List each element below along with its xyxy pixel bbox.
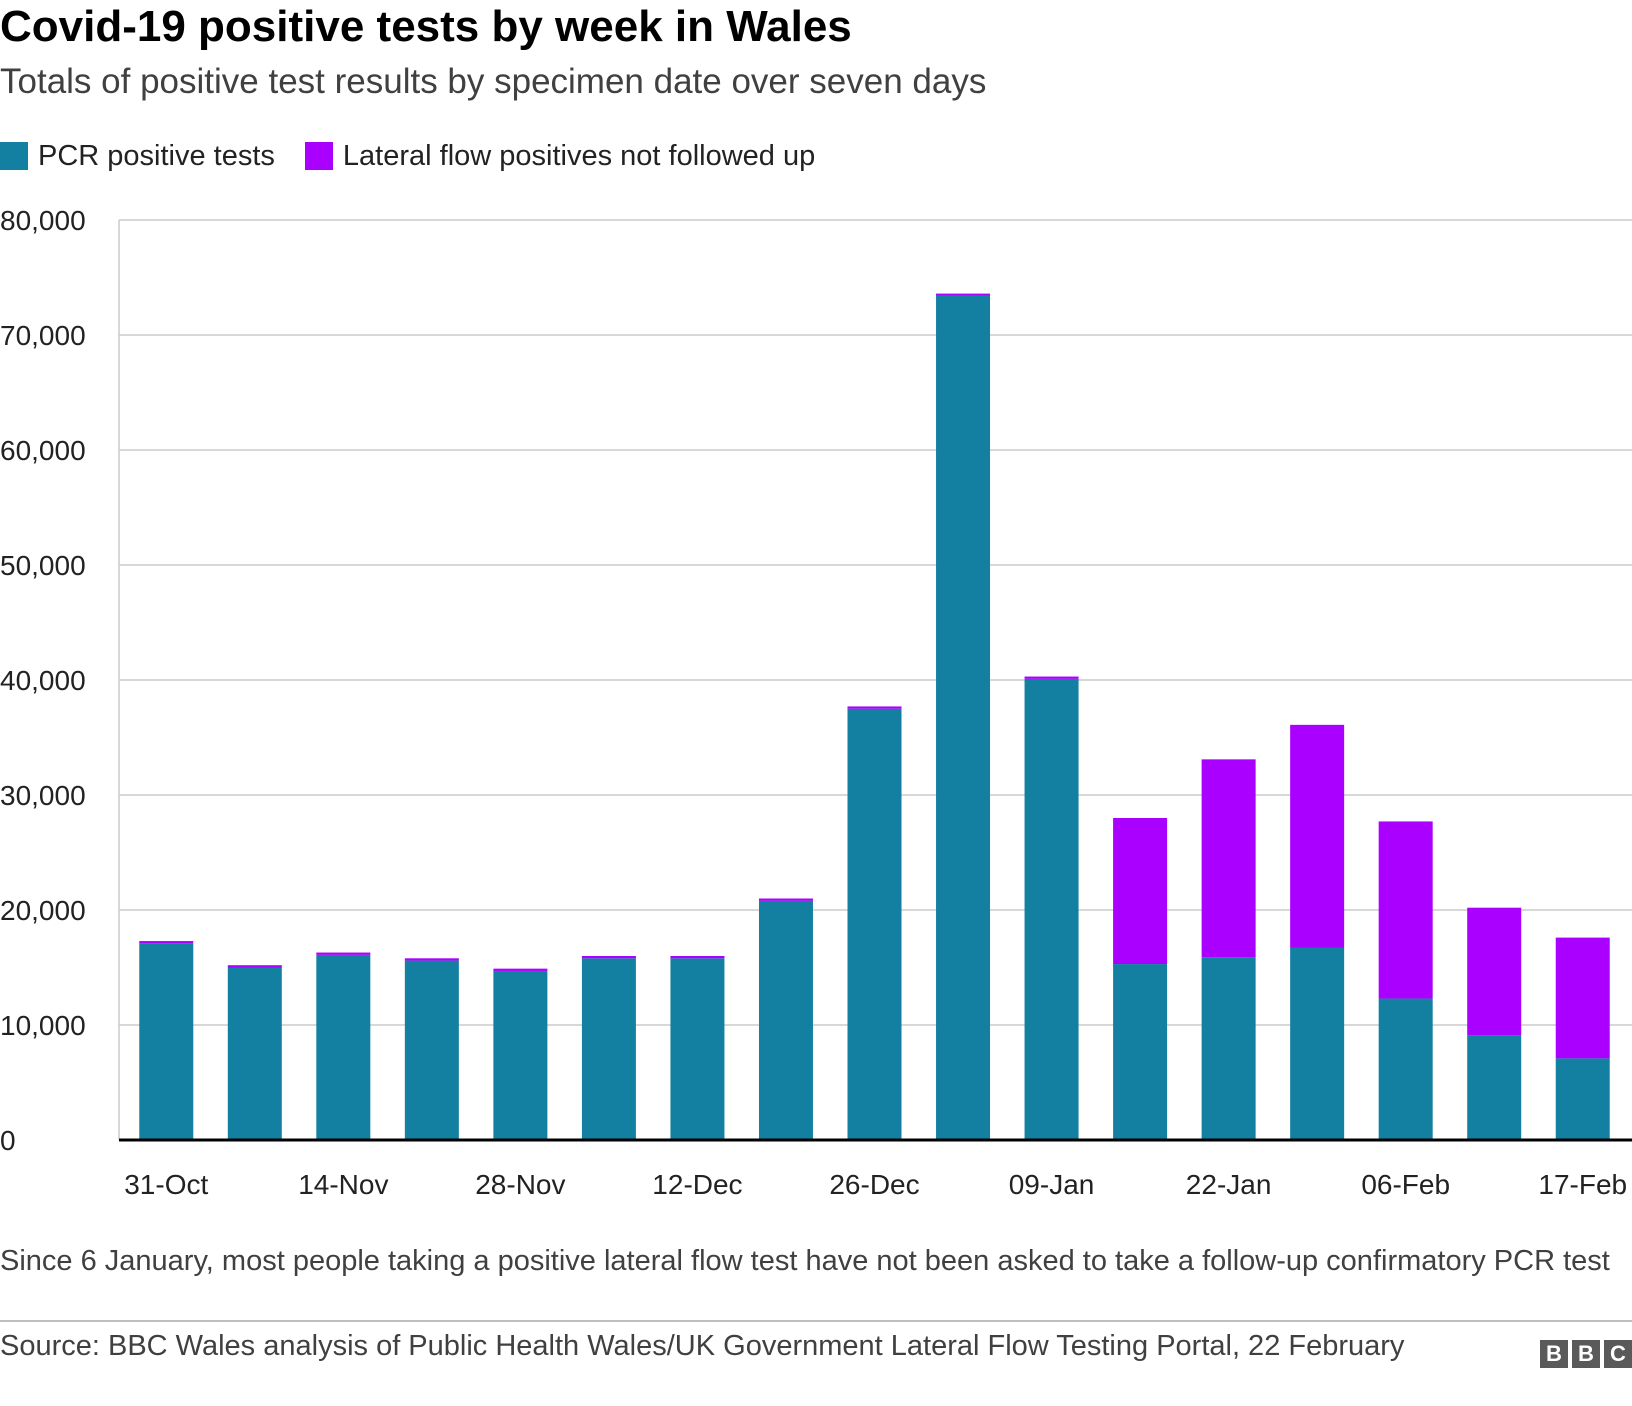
bar-pcr (1290, 947, 1345, 1140)
y-tick-label: 10,000 (0, 1010, 86, 1041)
bar-pcr (1555, 1058, 1610, 1140)
bar-pcr (581, 958, 636, 1140)
x-tick-label: 09-Jan (1009, 1169, 1095, 1200)
x-tick-label: 06-Feb (1361, 1169, 1450, 1200)
y-tick-label: 50,000 (0, 550, 86, 581)
bar-pcr (670, 958, 725, 1140)
y-tick-label: 20,000 (0, 895, 86, 926)
bar-pcr (1201, 957, 1256, 1140)
x-tick-label: 14-Nov (298, 1169, 388, 1200)
y-tick-label: 60,000 (0, 435, 86, 466)
bar-lateral-flow (404, 958, 459, 961)
legend-label-pcr: PCR positive tests (38, 139, 275, 172)
bar-pcr (493, 970, 548, 1140)
legend-swatch-pcr (0, 142, 28, 170)
y-tick-label: 40,000 (0, 665, 86, 696)
bar-chart: 0 10,000 20,000 30,000 40,000 50,000 60,000 70,… (0, 205, 1632, 1200)
bar-lateral-flow (758, 898, 813, 901)
x-tick-label: 22-Jan (1186, 1169, 1272, 1200)
y-tick-label: 80,000 (0, 205, 86, 236)
legend-label-lateral-flow: Lateral flow positives not followed up (342, 139, 816, 172)
bar-pcr (316, 954, 371, 1140)
bbc-logo-letter: C (1604, 1340, 1632, 1368)
bar-lateral-flow (227, 965, 282, 968)
bar-lateral-flow (1201, 759, 1256, 958)
bar-lateral-flow (1024, 676, 1079, 679)
bar-lateral-flow (1290, 724, 1345, 948)
bbc-logo: B B C (1536, 1340, 1632, 1368)
legend: PCR positive tests Lateral flow positive… (0, 136, 845, 176)
y-tick-label: 0 (0, 1125, 16, 1156)
legend-item-pcr: PCR positive tests (0, 140, 275, 173)
bar-pcr (758, 900, 813, 1140)
bar-lateral-flow (1113, 818, 1168, 965)
bar-lateral-flow (936, 293, 991, 296)
bar-pcr (847, 708, 902, 1140)
bar-lateral-flow (139, 941, 194, 944)
bar-pcr (404, 960, 459, 1140)
chart-title: Covid-19 positive tests by week in Wales (0, 2, 852, 51)
bar-lateral-flow (493, 968, 548, 971)
bar-lateral-flow (847, 706, 902, 709)
bar-pcr (1024, 678, 1079, 1140)
source-note: Source: BBC Wales analysis of Public Hea… (0, 1330, 1405, 1362)
x-tick-label: 12-Dec (652, 1169, 742, 1200)
y-tick-label: 30,000 (0, 780, 86, 811)
x-tick-label: 31-Oct (124, 1169, 208, 1200)
bar-pcr (139, 943, 194, 1140)
bar-lateral-flow (1555, 937, 1610, 1059)
bar-pcr (1467, 1035, 1522, 1140)
x-tick-label: 28-Nov (475, 1169, 565, 1200)
y-tick-label: 70,000 (0, 320, 86, 351)
x-tick-label: 17-Feb (1538, 1169, 1627, 1200)
bar-pcr (227, 967, 282, 1140)
footer-divider (0, 1320, 1632, 1322)
bar-lateral-flow (1378, 821, 1433, 999)
bar-pcr (936, 295, 991, 1140)
footnote: Since 6 January, most people taking a po… (0, 1245, 1610, 1277)
legend-swatch-lateral-flow (304, 142, 333, 170)
chart-subtitle: Totals of positive test results by speci… (0, 62, 987, 101)
x-tick-label: 26-Dec (829, 1169, 919, 1200)
bar-lateral-flow (670, 956, 725, 959)
bar-pcr (1113, 964, 1168, 1140)
bar-lateral-flow (1467, 907, 1522, 1036)
legend-item-lateral-flow: Lateral flow positives not followed up (304, 139, 816, 173)
bar-pcr (1378, 998, 1433, 1140)
bbc-logo-letter: B (1572, 1340, 1600, 1368)
bar-lateral-flow (581, 956, 636, 959)
bar-lateral-flow (316, 952, 371, 955)
bbc-logo-letter: B (1540, 1340, 1568, 1368)
